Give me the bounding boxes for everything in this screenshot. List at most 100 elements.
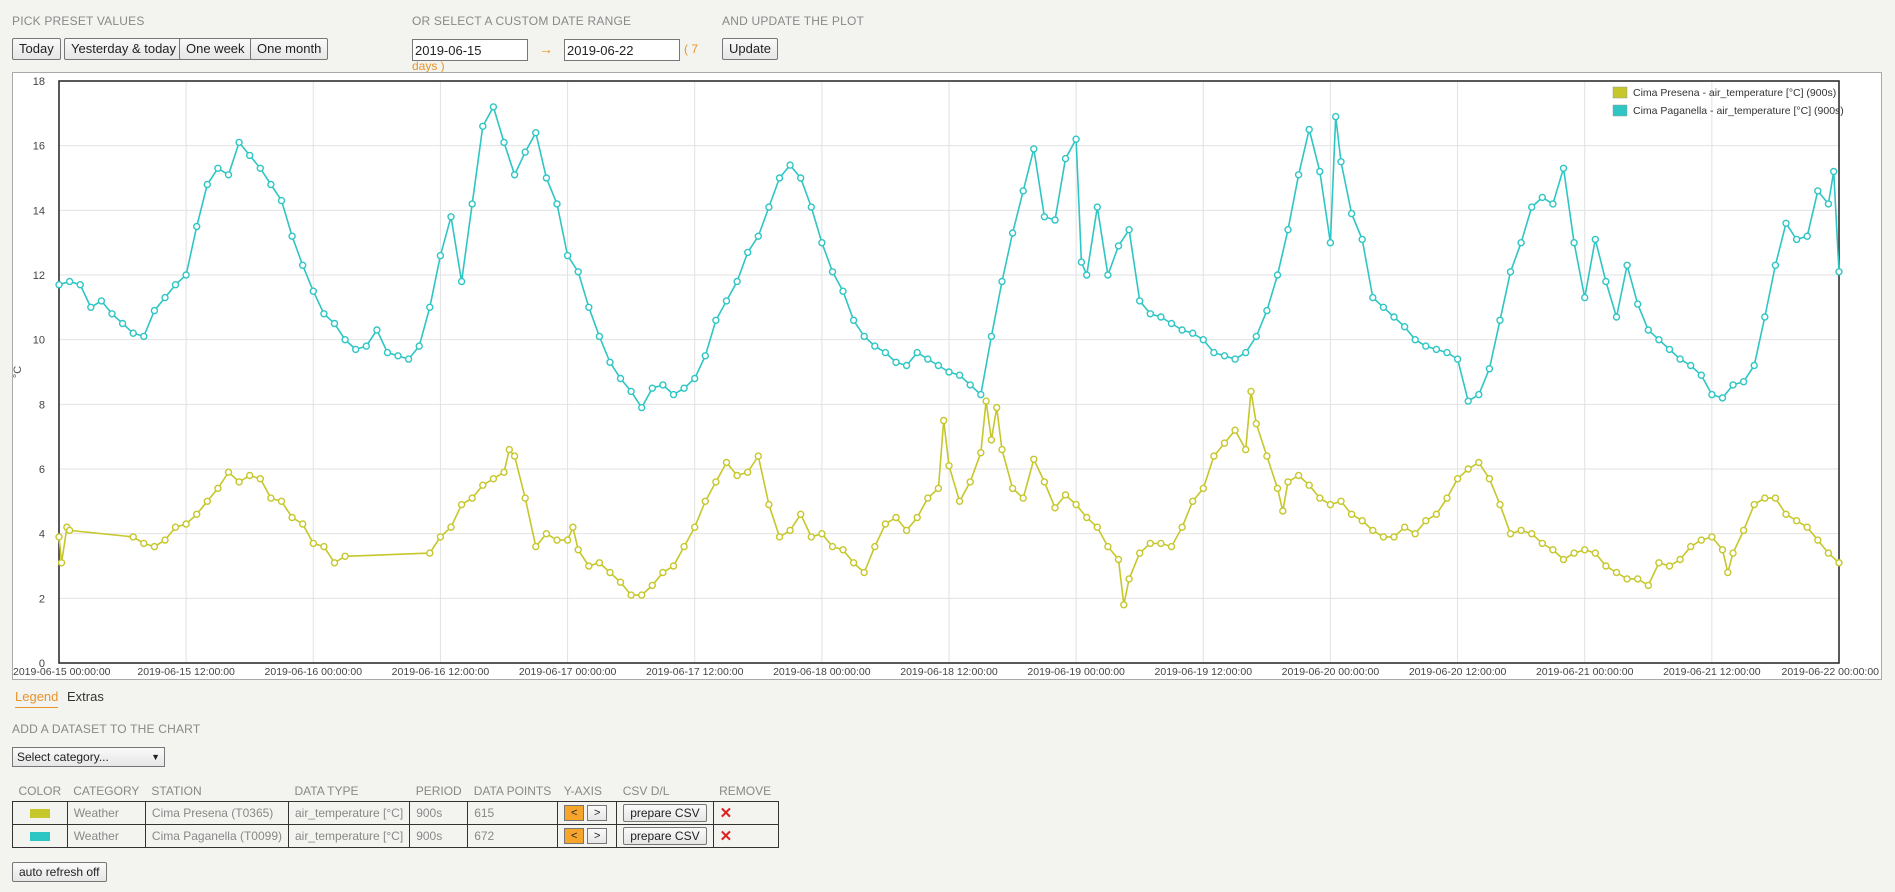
data-point (871, 342, 879, 350)
data-point (288, 232, 296, 240)
update-button[interactable]: Update (722, 38, 778, 60)
color-swatch[interactable] (29, 832, 50, 842)
remove-cell: ✕ (712, 801, 779, 825)
x-tick-label: 2019-06-16 12:00:00 (392, 666, 490, 678)
data-point (436, 251, 445, 260)
data-point (97, 297, 106, 305)
data-point (1220, 439, 1229, 447)
category-select[interactable]: Select category... ▼ (12, 747, 165, 767)
data-point (1464, 397, 1472, 405)
data-point (1422, 517, 1430, 525)
prepare-csv-button[interactable]: prepare CSV (623, 827, 707, 845)
prepare-csv-button[interactable]: prepare CSV (623, 804, 707, 822)
y-tick-label: 16 (33, 141, 45, 153)
data-point (839, 546, 847, 554)
data-point (1241, 348, 1250, 357)
y-axis-left-button[interactable]: < (564, 828, 585, 844)
data-point (245, 471, 254, 480)
x-tick-label: 2019-06-17 12:00:00 (646, 666, 744, 678)
data-point (987, 332, 996, 341)
data-point (1570, 549, 1578, 557)
col-remove: REMOVE (719, 784, 772, 798)
y-axis-left-button[interactable]: < (564, 805, 585, 821)
data-point (1120, 601, 1128, 609)
data-point (881, 520, 890, 528)
data-point (744, 248, 752, 257)
data-point (1729, 381, 1737, 389)
data-point (1146, 310, 1155, 318)
data-point (1591, 549, 1600, 557)
y-axis-right-button[interactable]: > (587, 805, 608, 821)
data-point (1279, 507, 1287, 515)
yesterday-today-button[interactable]: Yesterday & today (64, 38, 184, 60)
data-point (881, 348, 890, 357)
data-point (1104, 271, 1112, 279)
data-point (108, 310, 116, 318)
data-point (203, 497, 212, 505)
data-point (1697, 371, 1706, 379)
data-point (1316, 167, 1324, 176)
data-point (1761, 313, 1769, 321)
data-point (1411, 336, 1419, 344)
y-axis-right-button[interactable]: > (587, 828, 608, 844)
data-point (733, 277, 741, 286)
data-point (1077, 258, 1086, 266)
date-to-input[interactable] (564, 39, 680, 61)
y-tick-label: 10 (33, 335, 45, 347)
data-point (161, 536, 169, 544)
data-point (1803, 523, 1811, 531)
remove-icon[interactable]: ✕ (719, 805, 733, 822)
x-tick-label: 2019-06-21 12:00:00 (1663, 666, 1761, 678)
data-point (1305, 481, 1313, 489)
data-point (1188, 329, 1197, 337)
data-point (616, 578, 625, 586)
data-point (1294, 171, 1303, 179)
legend-entry: Cima Paganella - air_temperature [°C] (9… (1633, 105, 1844, 117)
x-tick-label: 2019-06-22 00:00:00 (1782, 666, 1880, 678)
x-tick-label: 2019-06-18 12:00:00 (900, 666, 998, 678)
data-point (214, 164, 222, 173)
data-point (680, 384, 688, 392)
color-cell (12, 824, 68, 848)
tab-extras[interactable]: Extras (67, 689, 104, 704)
data-point (1135, 549, 1144, 557)
data-point (1093, 203, 1102, 211)
data-point (1665, 562, 1674, 570)
one-week-button[interactable]: One week (179, 38, 252, 60)
data-point (1347, 510, 1356, 518)
data-point (1390, 533, 1398, 541)
temperature-chart[interactable]: 0 2 4 6 8 10 12 14 16 18 2019-06-15 00:00:00 2019-0… (12, 73, 1881, 679)
data-point (966, 478, 974, 486)
data-point (722, 297, 731, 305)
data-point (1559, 555, 1568, 564)
auto-refresh-button[interactable]: auto refresh off (12, 862, 107, 882)
data-point (913, 513, 921, 522)
data-point (595, 559, 604, 567)
data-point (1803, 232, 1811, 240)
data-point (955, 371, 964, 379)
today-button[interactable]: Today (12, 38, 61, 60)
data-point (521, 494, 529, 502)
remove-icon[interactable]: ✕ (719, 828, 733, 845)
data-point (192, 510, 201, 518)
date-from-input[interactable] (412, 39, 528, 61)
one-month-button[interactable]: One month (250, 38, 329, 60)
data-point (129, 329, 137, 337)
color-swatch[interactable] (29, 809, 50, 819)
x-tick-label: 2019-06-21 00:00:00 (1536, 666, 1634, 678)
points-cell: 672 (467, 824, 559, 848)
data-point (394, 352, 402, 360)
data-point (1146, 539, 1155, 548)
data-point (701, 497, 709, 505)
data-point (1655, 336, 1663, 344)
points-cell: 615 (467, 801, 559, 825)
data-point (299, 520, 307, 528)
data-point (489, 475, 498, 483)
data-point (1559, 164, 1568, 173)
tab-legend[interactable]: Legend (15, 689, 59, 708)
data-point (1517, 526, 1525, 535)
data-point (1602, 562, 1610, 570)
table-row: Weather Cima Paganella (T0099) air_tempe… (12, 824, 779, 848)
data-point (256, 164, 265, 173)
data-point (913, 348, 921, 357)
